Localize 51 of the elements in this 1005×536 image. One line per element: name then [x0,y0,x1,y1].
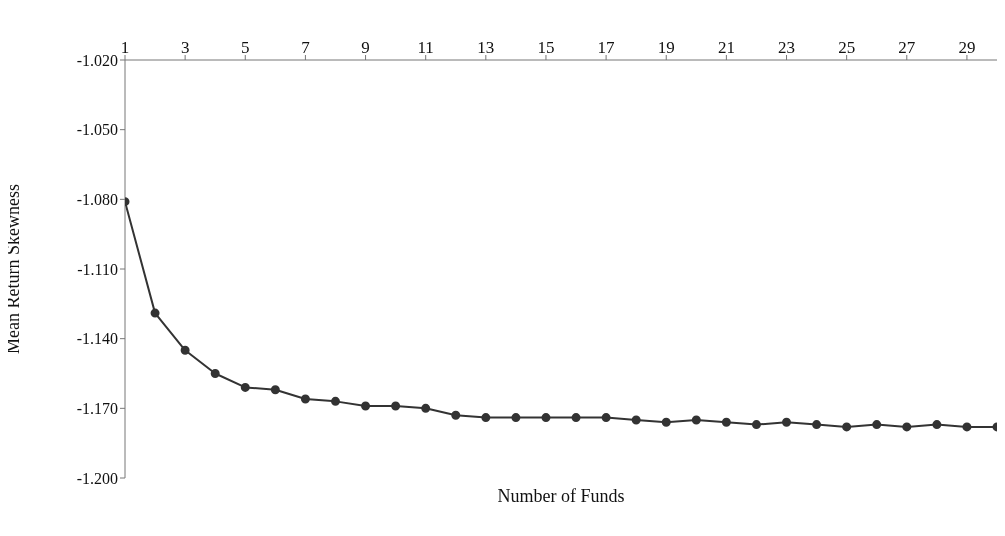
point [842,422,852,432]
y-tick-label: -1.170 [76,400,118,418]
point [481,413,491,423]
point [150,308,160,318]
point [541,413,551,423]
x-tick-label: 11 [417,38,434,57]
point [812,420,822,430]
y-tick-label: -1.140 [76,330,118,348]
point [300,394,310,404]
point [962,422,972,432]
point [601,413,611,423]
y-tick-label: -1.200 [76,469,118,487]
point [691,415,701,425]
point [361,401,371,411]
x-tick-label: 25 [838,38,856,57]
point [330,396,340,406]
point [421,403,431,413]
point [782,417,792,427]
point [240,382,250,392]
x-tick-label: 23 [778,38,796,57]
x-tick-label: 27 [898,38,916,57]
x-tick-label: 15 [537,38,555,57]
y-tick-label: -1.050 [76,121,118,139]
x-tick-label: 5 [241,38,250,57]
point [631,415,641,425]
point [270,385,280,395]
x-tick-label: 9 [361,38,370,57]
point [391,401,401,411]
y-tick-label: -1.080 [76,191,118,209]
x-tick-label: 19 [657,38,675,57]
point [721,417,731,427]
point [451,410,461,420]
point [902,422,912,432]
x-tick-label: 21 [717,38,735,57]
x-tick-label: 13 [477,38,495,57]
point [661,417,671,427]
x-tick-label: 1 [120,38,130,57]
point [571,413,581,423]
x-tick-label: 7 [301,38,311,57]
point [932,420,942,430]
point [210,369,220,378]
x-axis-title: Number of Funds [496,486,626,507]
point [751,420,761,430]
point [872,420,882,430]
x-tick-label: 17 [597,38,616,57]
y-tick-label: -1.020 [76,51,118,69]
point [180,345,190,355]
x-tick-label: 3 [180,38,190,57]
x-tick-label: 29 [958,38,976,57]
point [511,413,521,423]
y-tick-label: -1.110 [77,260,118,278]
